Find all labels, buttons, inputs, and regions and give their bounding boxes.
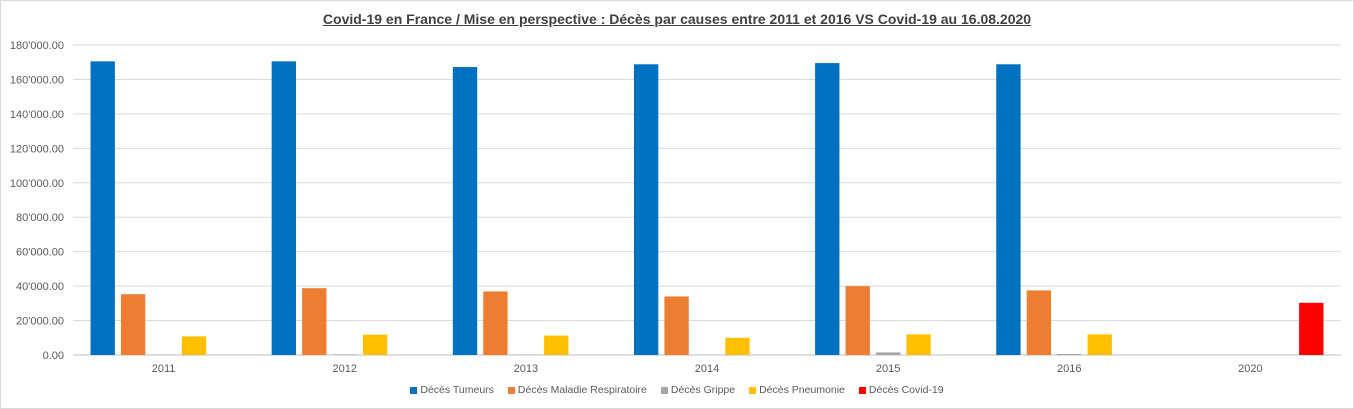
bar: [664, 296, 689, 355]
bar: [544, 335, 569, 355]
bar: [1057, 353, 1082, 355]
bar: [120, 294, 146, 355]
y-tick-label: 80'000.00: [16, 212, 64, 224]
legend-swatch: [749, 386, 757, 394]
y-tick-label: 40'000.00: [16, 281, 64, 293]
bar: [725, 337, 750, 355]
legend-item: Décès Tumeurs: [410, 384, 494, 396]
bar: [483, 291, 508, 355]
bar: [815, 63, 840, 355]
chart-title: Covid-19 en France / Mise en perspective…: [322, 11, 1032, 27]
legend: Décès Tumeurs Décès Maladie Respiratoire D…: [1, 384, 1353, 396]
x-tick-label: 2012: [332, 363, 356, 375]
legend-label: Décès Pneumonie: [759, 384, 845, 396]
bar: [90, 61, 115, 355]
bar: [271, 61, 297, 355]
bar: [1026, 290, 1052, 355]
bar: [875, 352, 901, 355]
y-tick-label: 140'000.00: [10, 109, 64, 121]
x-tick-label: 2015: [876, 363, 900, 375]
bar: [452, 67, 478, 356]
bar: [1299, 302, 1324, 355]
x-tick-label: 2016: [1057, 363, 1081, 375]
legend-label: Décès Grippe: [670, 384, 736, 396]
bar: [996, 64, 1021, 356]
x-tick-label: 2011: [152, 363, 176, 375]
bar: [181, 336, 207, 355]
legend-label: Décès Covid-19: [868, 384, 944, 396]
bar: [302, 288, 327, 355]
legend-item: Décès Grippe: [660, 384, 736, 396]
bar: [906, 334, 931, 355]
legend-label: Décès Maladie Respiratoire: [517, 384, 647, 396]
y-tick-label: 180'000.00: [10, 40, 64, 52]
bar: [1087, 334, 1112, 355]
bar: [332, 354, 357, 355]
x-tick-label: 2020: [1238, 363, 1262, 375]
y-tick-label: 0.00: [43, 350, 64, 362]
legend-swatch: [858, 386, 866, 394]
legend-item: Décès Maladie Respiratoire: [507, 384, 647, 396]
legend-label: Décès Tumeurs: [420, 384, 494, 396]
bar: [362, 334, 388, 355]
legend-swatch: [410, 386, 418, 394]
y-tick-label: 100'000.00: [10, 178, 64, 190]
legend-swatch: [660, 386, 668, 394]
x-tick-label: 2013: [514, 363, 538, 375]
legend-swatch: [507, 386, 515, 394]
y-tick-label: 160'000.00: [10, 74, 64, 86]
bar: [633, 64, 659, 356]
bar: [845, 286, 870, 355]
legend-item: Décès Covid-19: [858, 384, 944, 396]
y-tick-label: 60'000.00: [16, 247, 64, 259]
x-tick-label: 2014: [695, 363, 719, 375]
y-tick-label: 120'000.00: [10, 143, 64, 155]
legend-item: Décès Pneumonie: [749, 384, 845, 396]
y-tick-label: 20'000.00: [16, 316, 64, 328]
